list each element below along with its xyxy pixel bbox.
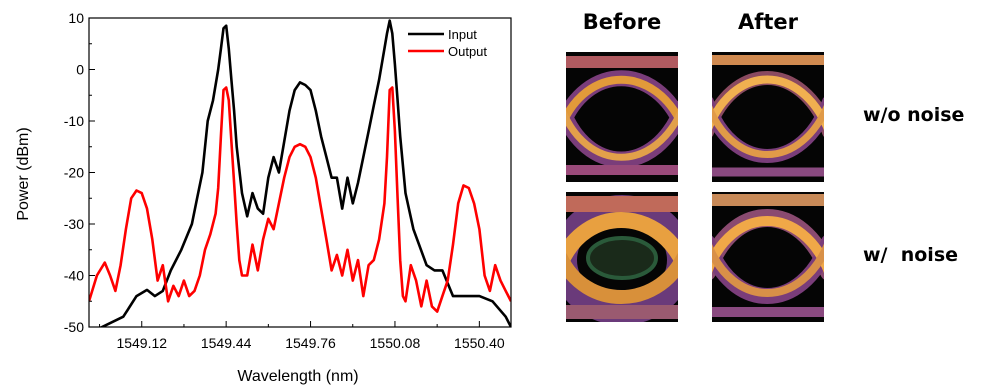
series-line-output <box>89 86 511 313</box>
eye-upper-core <box>712 75 824 131</box>
y-tick-label: -50 <box>64 319 84 335</box>
y-tick-label: 0 <box>76 62 84 78</box>
eye-diagram-after-without-noise <box>712 52 824 182</box>
x-tick-label: 1550.40 <box>454 335 505 351</box>
eye-noise-band <box>566 195 678 322</box>
x-tick-label: 1549.44 <box>201 335 252 351</box>
y-axis-label: Power (dBm) <box>15 127 32 220</box>
eye-noise-band <box>712 55 824 177</box>
eye-upper-core <box>566 212 678 269</box>
y-tick-label: -10 <box>64 113 84 129</box>
eye-noise-band <box>566 56 678 175</box>
series-line-input <box>99 19 511 327</box>
eye-opening <box>586 236 658 280</box>
eye-noise-band <box>712 194 824 317</box>
eye-diagram-before-without-noise <box>566 52 678 182</box>
plot-area: 10 0 -10 -20 -30 -40 -50 1549.12 1549.44 1549.76 1… <box>64 10 512 351</box>
eye-diagram-before-with-noise <box>566 192 678 322</box>
eye-lower-core <box>712 104 824 158</box>
eye-lower-core <box>566 253 678 304</box>
eye-lower-core <box>712 243 824 297</box>
x-tick-label: 1549.12 <box>116 335 167 351</box>
eye-heading-before: Before <box>582 10 662 34</box>
x-tick-label: 1550.08 <box>370 335 421 351</box>
y-tick-label: -20 <box>64 165 84 181</box>
eye-upper-core <box>712 216 824 274</box>
y-tick-label: 10 <box>68 10 84 26</box>
y-tick-label: -30 <box>64 216 84 232</box>
spectrum-chart: 10 0 -10 -20 -30 -40 -50 1549.12 1549.44 1549.76 1… <box>15 10 512 385</box>
legend-label-input: Input <box>448 27 477 42</box>
y-tick-label: -40 <box>64 268 84 284</box>
x-axis-label: Wavelength (nm) <box>237 368 358 385</box>
x-tick-label: 1549.76 <box>285 335 336 351</box>
eye-heading-after: After <box>737 10 799 34</box>
eye-lower-core <box>566 109 678 161</box>
eye-diagram-after-with-noise <box>712 192 824 322</box>
legend-label-output: Output <box>448 44 487 59</box>
row-label-without-noise: w/o noise <box>863 104 965 126</box>
row-label-with-noise: w/ noise <box>863 244 959 266</box>
eye-upper-core <box>566 75 678 126</box>
